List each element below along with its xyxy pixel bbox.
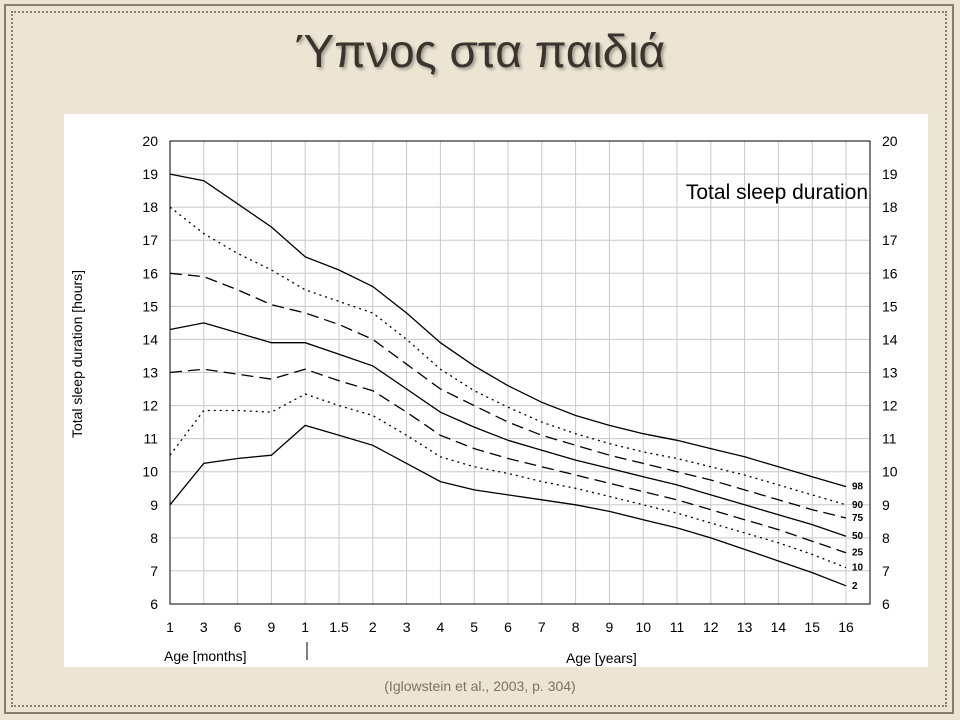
x-tick-label: 9 — [606, 619, 614, 635]
series-line-p75 — [169, 272, 847, 519]
series-line-p50 — [169, 322, 847, 537]
x-tick-label: 5 — [470, 619, 478, 635]
series-line-p98 — [169, 173, 847, 488]
citation: (Iglowstein et al., 2003, p. 304) — [384, 678, 576, 694]
x-tick-label: 13 — [737, 619, 753, 635]
y-tick-label-left: 10 — [142, 464, 158, 480]
y-tick-label-right: 10 — [882, 464, 898, 480]
series-label-p10: 10 — [852, 563, 864, 574]
series-line-p2 — [169, 424, 847, 587]
y-tick-label-left: 9 — [150, 497, 158, 513]
x-tick-label: 1 — [166, 619, 174, 635]
x-tick-label: 6 — [504, 619, 512, 635]
x-tick-label: 9 — [268, 619, 276, 635]
chart-panel: 6 6 7 7 8 8 9 9 10 10 11 11 12 12 13 13 14 14 15 15 16 16 17 17… — [64, 114, 928, 667]
x-tick-label: 12 — [703, 619, 719, 635]
y-tick-label-left: 14 — [142, 331, 158, 347]
slide-frame-outer — [4, 4, 954, 714]
y-tick-label-left: 19 — [142, 166, 158, 182]
grid-lines — [169, 140, 870, 605]
y-tick-label-right: 9 — [882, 497, 890, 513]
slide-title: Ύπνος στα παιδιά — [294, 25, 666, 77]
y-tick-label-left: 20 — [142, 133, 158, 149]
series-line-p90 — [169, 206, 847, 506]
y-tick-label-right: 6 — [882, 596, 890, 612]
y-tick-label-left: 18 — [142, 199, 158, 215]
y-tick-label-right: 18 — [882, 199, 898, 215]
x-tick-label: 1 — [301, 619, 309, 635]
series-lines — [169, 173, 847, 587]
x-tick-label: 6 — [234, 619, 242, 635]
x-axis-label-years: Age [years] — [566, 650, 637, 666]
x-tick-label: 2 — [369, 619, 377, 635]
x-axis-label-months: Age [months] — [164, 648, 247, 664]
y-axis-label: Total sleep duration [hours] — [69, 270, 85, 438]
y-tick-label-left: 6 — [150, 596, 158, 612]
series-label-p25: 25 — [852, 548, 864, 559]
x-tick-label: 7 — [538, 619, 546, 635]
y-tick-label-left: 12 — [142, 398, 158, 414]
x-tick-label: 8 — [572, 619, 580, 635]
series-label-p2: 2 — [852, 581, 858, 592]
y-tick-label-right: 14 — [882, 331, 898, 347]
y-tick-label-right: 16 — [882, 265, 898, 281]
y-tick-label-right: 11 — [882, 431, 897, 447]
chart-title: Total sleep duration — [686, 181, 868, 204]
series-line-p25 — [169, 368, 847, 554]
y-tick-label-left: 11 — [143, 431, 158, 447]
y-tick-label-left: 17 — [142, 232, 158, 248]
y-tick-label-right: 13 — [882, 365, 898, 381]
series-label-p50: 50 — [852, 531, 864, 542]
y-tick-label-right: 12 — [882, 398, 898, 414]
y-tick-label-left: 16 — [142, 265, 158, 281]
x-tick-label: 3 — [200, 619, 208, 635]
series-label-p75: 75 — [852, 513, 864, 524]
slide-frame-inner — [11, 11, 947, 707]
y-tick-label-left: 13 — [142, 365, 158, 381]
x-tick-label: 16 — [838, 619, 854, 635]
y-tick-label-left: 15 — [142, 298, 158, 314]
series-label-p90: 90 — [852, 500, 864, 511]
y-tick-label-right: 15 — [882, 298, 898, 314]
y-tick-label-left: 8 — [150, 530, 158, 546]
y-tick-label-right: 19 — [882, 166, 898, 182]
y-tick-label-right: 20 — [882, 133, 898, 149]
y-tick-label-left: 7 — [150, 563, 158, 579]
x-tick-label: 4 — [437, 619, 445, 635]
series-label-p98: 98 — [852, 482, 864, 493]
y-tick-label-right: 8 — [882, 530, 890, 546]
y-tick-label-right: 7 — [882, 563, 890, 579]
y-tick-label-right: 17 — [882, 232, 898, 248]
x-tick-label: 10 — [635, 619, 651, 635]
x-tick-label: 11 — [670, 619, 685, 635]
x-tick-label: 3 — [403, 619, 411, 635]
x-tick-label: 14 — [771, 619, 787, 635]
x-tick-label: 15 — [804, 619, 820, 635]
x-tick-label: 1.5 — [329, 619, 349, 635]
